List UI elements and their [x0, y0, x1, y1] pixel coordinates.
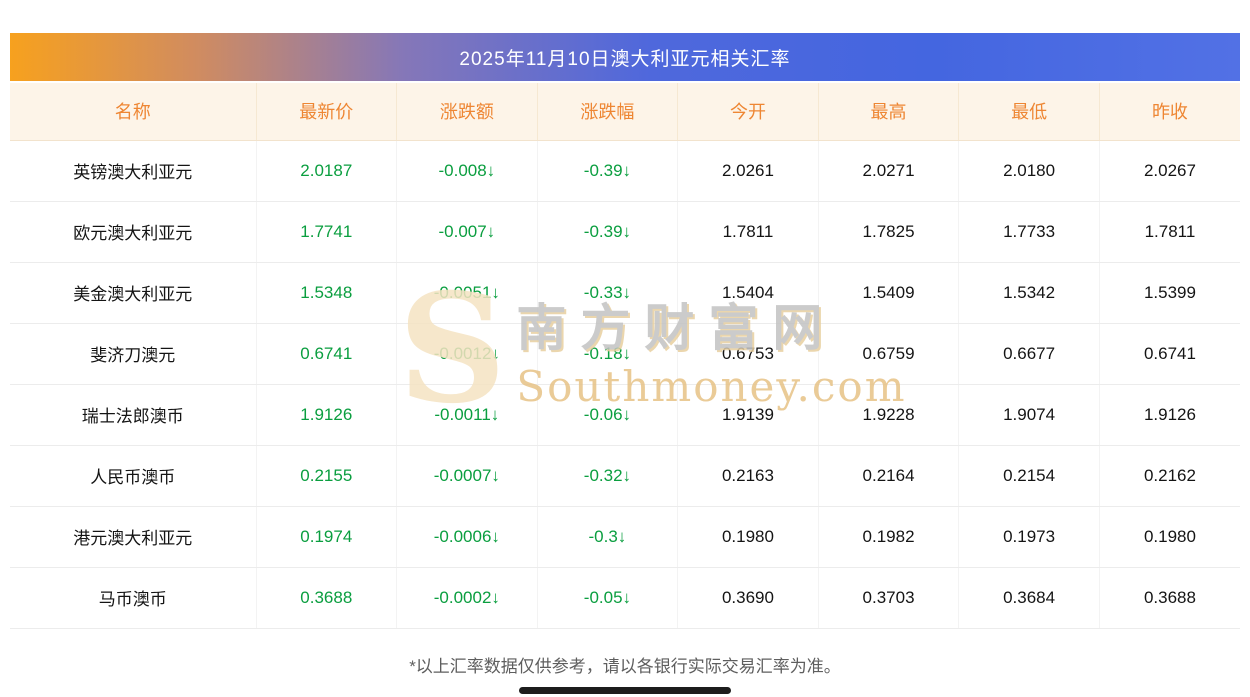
table-row: 英镑澳大利亚元 2.0187 -0.008↓ -0.39↓ 2.0261 2.0271 2.… [10, 140, 1240, 202]
value-cell: 2.0187 [256, 140, 398, 202]
table-title-bar: 2025年11月10日澳大利亚元相关汇率 [10, 33, 1240, 81]
value-cell: 2.0267 [1099, 140, 1240, 202]
value-cell: 0.1980 [677, 506, 819, 568]
value-cell: -0.0002↓ [396, 567, 538, 629]
home-indicator [519, 687, 731, 694]
value-cell: -0.32↓ [537, 445, 679, 507]
value-cell: 2.0261 [677, 140, 819, 202]
table-body: 英镑澳大利亚元 2.0187 -0.008↓ -0.39↓ 2.0261 2.0271 2.… [10, 140, 1240, 629]
pair-name-cell: 港元澳大利亚元 [10, 506, 257, 568]
table-row: 瑞士法郎澳币 1.9126 -0.0011↓ -0.06↓ 1.9139 1.9228 1.… [10, 384, 1240, 446]
table-row: 马币澳币 0.3688 -0.0002↓ -0.05↓ 0.3690 0.3703 0.36… [10, 567, 1240, 629]
value-cell: 0.1982 [818, 506, 960, 568]
value-cell: 0.2163 [677, 445, 819, 507]
column-header-5: 最高 [818, 83, 960, 141]
value-cell: 0.3688 [1099, 567, 1240, 629]
value-cell: 1.5404 [677, 262, 819, 324]
column-header-3: 涨跌幅 [537, 83, 679, 141]
table-head: 名称 最新价 涨跌额 涨跌幅 今开 最高 最低 昨收 [10, 83, 1240, 141]
value-cell: 0.6741 [256, 323, 398, 385]
pair-name-cell: 美金澳大利亚元 [10, 262, 257, 324]
table-row: 欧元澳大利亚元 1.7741 -0.007↓ -0.39↓ 1.7811 1.7825 1.… [10, 201, 1240, 263]
value-cell: 0.3688 [256, 567, 398, 629]
value-cell: -0.008↓ [396, 140, 538, 202]
value-cell: 0.1973 [958, 506, 1100, 568]
value-cell: 1.9139 [677, 384, 819, 446]
value-cell: 1.5409 [818, 262, 960, 324]
value-cell: 1.7741 [256, 201, 398, 263]
pair-name-cell: 人民币澳币 [10, 445, 257, 507]
value-cell: 0.6759 [818, 323, 960, 385]
value-cell: 2.0180 [958, 140, 1100, 202]
column-header-4: 今开 [677, 83, 819, 141]
table-row: 人民币澳币 0.2155 -0.0007↓ -0.32↓ 0.2163 0.2164 0.2… [10, 445, 1240, 507]
value-cell: 0.3684 [958, 567, 1100, 629]
table-header-row: 名称 最新价 涨跌额 涨跌幅 今开 最高 最低 昨收 [10, 83, 1240, 141]
value-cell: 2.0271 [818, 140, 960, 202]
value-cell: 0.6677 [958, 323, 1100, 385]
value-cell: -0.18↓ [537, 323, 679, 385]
page-title: 2025年11月10日澳大利亚元相关汇率 [459, 48, 791, 70]
value-cell: 0.1974 [256, 506, 398, 568]
value-cell: -0.33↓ [537, 262, 679, 324]
value-cell: -0.0051↓ [396, 262, 538, 324]
value-cell: 0.6741 [1099, 323, 1240, 385]
value-cell: 1.9126 [1099, 384, 1240, 446]
value-cell: 1.7811 [1099, 201, 1240, 263]
value-cell: 0.1980 [1099, 506, 1240, 568]
value-cell: 1.9126 [256, 384, 398, 446]
value-cell: -0.0012↓ [396, 323, 538, 385]
pair-name-cell: 瑞士法郎澳币 [10, 384, 257, 446]
value-cell: -0.0011↓ [396, 384, 538, 446]
value-cell: -0.39↓ [537, 140, 679, 202]
value-cell: -0.06↓ [537, 384, 679, 446]
disclaimer-text: *以上汇率数据仅供参考，请以各银行实际交易汇率为准。 [409, 657, 841, 676]
value-cell: -0.007↓ [396, 201, 538, 263]
value-cell: 1.7733 [958, 201, 1100, 263]
column-header-6: 最低 [958, 83, 1100, 141]
value-cell: 1.9074 [958, 384, 1100, 446]
value-cell: 0.2155 [256, 445, 398, 507]
value-cell: 0.2154 [958, 445, 1100, 507]
column-header-1: 最新价 [256, 83, 398, 141]
value-cell: 1.7811 [677, 201, 819, 263]
value-cell: 1.5342 [958, 262, 1100, 324]
value-cell: 0.3703 [818, 567, 960, 629]
value-cell: 1.5399 [1099, 262, 1240, 324]
value-cell: -0.0006↓ [396, 506, 538, 568]
value-cell: 1.5348 [256, 262, 398, 324]
value-cell: 0.3690 [677, 567, 819, 629]
value-cell: 1.7825 [818, 201, 960, 263]
value-cell: -0.05↓ [537, 567, 679, 629]
value-cell: -0.39↓ [537, 201, 679, 263]
column-header-0: 名称 [10, 83, 257, 141]
table-row: 美金澳大利亚元 1.5348 -0.0051↓ -0.33↓ 1.5404 1.5409 1… [10, 262, 1240, 324]
value-cell: -0.0007↓ [396, 445, 538, 507]
value-cell: 0.2162 [1099, 445, 1240, 507]
table-row: 斐济刀澳元 0.6741 -0.0012↓ -0.18↓ 0.6753 0.6759 0.6… [10, 323, 1240, 385]
pair-name-cell: 英镑澳大利亚元 [10, 140, 257, 202]
value-cell: 0.2164 [818, 445, 960, 507]
value-cell: 1.9228 [818, 384, 960, 446]
pair-name-cell: 马币澳币 [10, 567, 257, 629]
exchange-rate-table: 名称 最新价 涨跌额 涨跌幅 今开 最高 最低 昨收 英镑澳大利亚元 2.0187 -0.008↓… [10, 83, 1240, 629]
column-header-2: 涨跌额 [396, 83, 538, 141]
value-cell: -0.3↓ [537, 506, 679, 568]
pair-name-cell: 欧元澳大利亚元 [10, 201, 257, 263]
table-row: 港元澳大利亚元 0.1974 -0.0006↓ -0.3↓ 0.1980 0.1982 0.… [10, 506, 1240, 568]
column-header-7: 昨收 [1099, 83, 1240, 141]
value-cell: 0.6753 [677, 323, 819, 385]
pair-name-cell: 斐济刀澳元 [10, 323, 257, 385]
